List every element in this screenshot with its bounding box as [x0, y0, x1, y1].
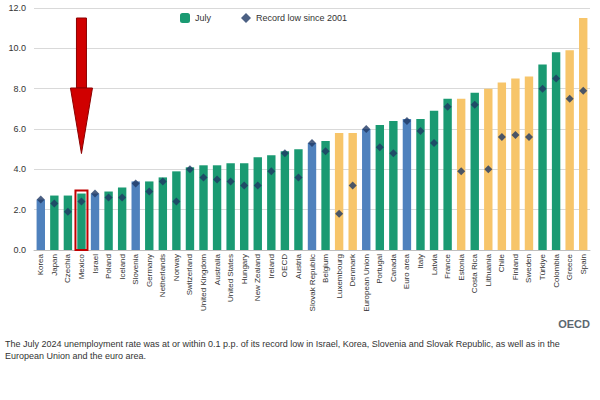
svg-text:European Union: European Union — [362, 254, 371, 312]
svg-text:Sweden: Sweden — [524, 254, 533, 283]
svg-text:Israel: Israel — [91, 254, 100, 274]
svg-text:July: July — [195, 13, 212, 23]
svg-text:Korea: Korea — [36, 253, 45, 275]
svg-text:Norway: Norway — [172, 254, 181, 281]
svg-text:United States: United States — [226, 254, 235, 302]
svg-text:Japan: Japan — [50, 254, 59, 276]
svg-text:4.0: 4.0 — [13, 164, 26, 174]
svg-text:Latvia: Latvia — [430, 253, 439, 275]
svg-text:Portugal: Portugal — [375, 254, 384, 284]
svg-text:8.0: 8.0 — [13, 84, 26, 94]
svg-text:Poland: Poland — [104, 254, 113, 279]
svg-text:The July 2024 unemployment rat: The July 2024 unemployment rate was at o… — [5, 339, 562, 349]
svg-text:Canada: Canada — [389, 253, 398, 282]
svg-text:France: France — [443, 253, 452, 278]
svg-text:Austria: Austria — [294, 253, 303, 278]
svg-text:Slovenia: Slovenia — [131, 253, 140, 284]
svg-text:Hungary: Hungary — [240, 254, 249, 284]
svg-text:Record low since 2001: Record low since 2001 — [256, 13, 347, 23]
svg-text:Lithuania: Lithuania — [484, 253, 493, 286]
svg-text:Belgium: Belgium — [321, 254, 330, 283]
svg-text:6.0: 6.0 — [13, 124, 26, 134]
svg-text:European Union and the euro ar: European Union and the euro area. — [5, 351, 146, 361]
svg-text:Finland: Finland — [511, 254, 520, 280]
svg-text:Denmark: Denmark — [348, 253, 357, 286]
svg-text:New Zealand: New Zealand — [253, 254, 262, 301]
svg-text:Euro area: Euro area — [402, 253, 411, 289]
svg-text:OECD: OECD — [280, 254, 289, 277]
svg-text:12.0: 12.0 — [8, 3, 26, 13]
svg-text:Chile: Chile — [497, 253, 506, 272]
svg-text:Iceland: Iceland — [118, 254, 127, 280]
svg-text:Türkiye: Türkiye — [538, 253, 547, 280]
svg-text:Germany: Germany — [145, 254, 154, 287]
svg-text:Netherlands: Netherlands — [158, 254, 167, 297]
svg-text:Colombia: Colombia — [552, 253, 561, 287]
svg-text:0.0: 0.0 — [13, 245, 26, 255]
svg-text:Czechia: Czechia — [63, 253, 72, 282]
svg-text:2.0: 2.0 — [13, 205, 26, 215]
svg-text:Australia: Australia — [213, 253, 222, 285]
svg-text:Costa Rica: Costa Rica — [470, 253, 479, 293]
svg-text:OECD: OECD — [558, 318, 590, 330]
svg-text:Spain: Spain — [579, 254, 588, 274]
svg-text:Switzerland: Switzerland — [185, 254, 194, 295]
svg-text:Luxembourg: Luxembourg — [335, 254, 344, 298]
svg-text:Italy: Italy — [416, 254, 425, 269]
svg-text:United Kingdom: United Kingdom — [199, 254, 208, 311]
svg-text:Slovak Republic: Slovak Republic — [308, 254, 317, 311]
svg-text:Estonia: Estonia — [457, 253, 466, 280]
svg-text:Greece: Greece — [565, 253, 574, 280]
svg-text:10.0: 10.0 — [8, 43, 26, 53]
svg-text:Ireland: Ireland — [267, 254, 276, 278]
svg-text:Mexico: Mexico — [77, 253, 86, 279]
